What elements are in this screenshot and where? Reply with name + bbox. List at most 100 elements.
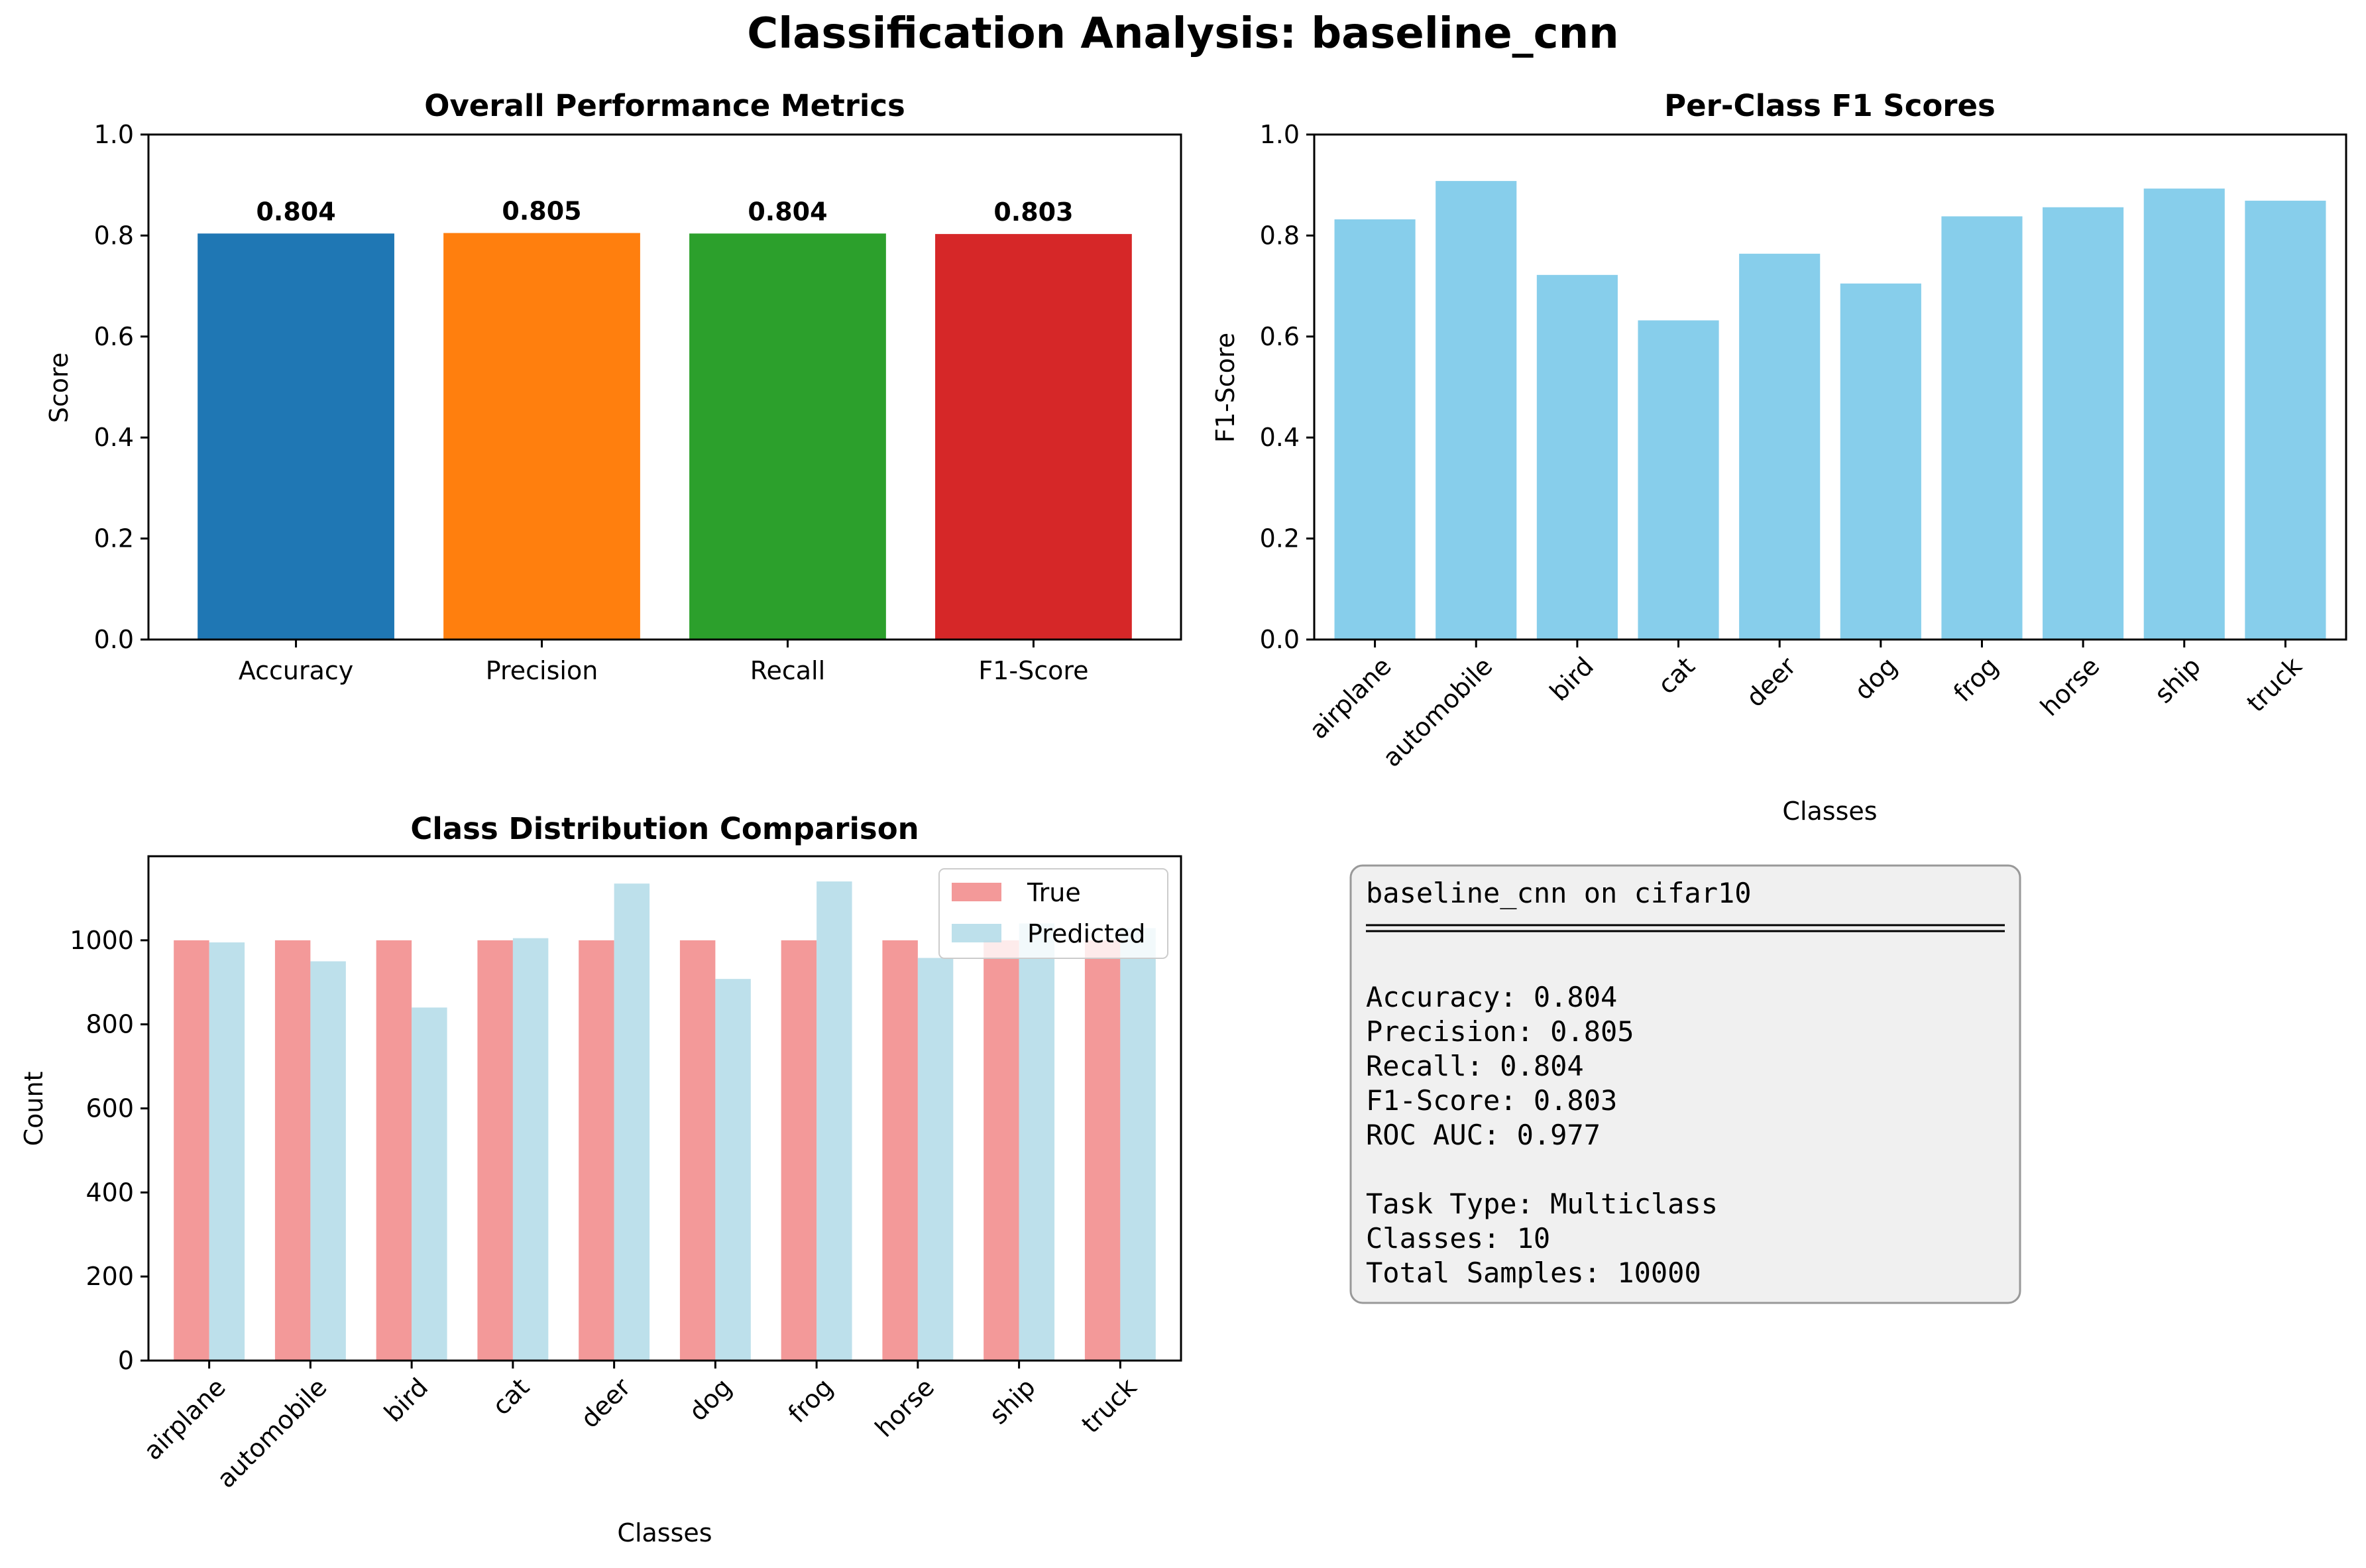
overall-metrics-plot-frame <box>147 133 1182 641</box>
ytick-label: 0.8 <box>94 221 134 250</box>
summary-line: Recall: 0.804 <box>1366 1050 1584 1082</box>
bar-predicted-bird <box>412 1007 447 1361</box>
bar-true-airplane <box>174 940 209 1361</box>
ytick-label: 0 <box>118 1346 134 1375</box>
ytick-label: 0.6 <box>1260 322 1300 351</box>
summary-line: Total Samples: 10000 <box>1366 1257 1701 1289</box>
legend-label-predicted: Predicted <box>1027 919 1145 948</box>
bar-truck <box>2245 200 2326 640</box>
bar-true-automobile <box>274 940 311 1361</box>
xtick-label: frog <box>1948 651 2004 708</box>
bar-ship <box>2143 188 2225 640</box>
bar-automobile <box>1436 181 1517 640</box>
bar-true-cat <box>477 940 513 1361</box>
ytick-label: 0.0 <box>1260 625 1300 654</box>
summary-line: Classes: 10 <box>1366 1222 1550 1255</box>
xtick-label: Accuracy <box>239 656 354 685</box>
legend-swatch-true <box>952 883 1001 901</box>
ytick-label: 200 <box>85 1262 134 1291</box>
bar-accuracy <box>197 233 394 640</box>
xtick-label: F1-Score <box>978 656 1088 685</box>
ytick-label: 0.2 <box>1260 524 1300 553</box>
bar-bird <box>1536 274 1618 640</box>
overall-metrics-title: Overall Performance Metrics <box>424 88 905 123</box>
xtick-label: horse <box>870 1372 940 1443</box>
bar-frog <box>1941 216 2023 640</box>
overall-metrics-chart: Overall Performance Metrics Score 0.0 0.2… <box>44 88 1182 685</box>
xtick-label: Recall <box>750 656 825 685</box>
xtick-label: automobile <box>1377 651 1498 773</box>
xtick-label: bird <box>1544 651 1599 706</box>
legend-swatch-predicted <box>952 924 1001 942</box>
summary-line: Task Type: Multiclass <box>1366 1188 1718 1220</box>
summary-title: baseline_cnn on cifar10 <box>1366 877 1752 909</box>
class-distribution-legend: True Predicted <box>938 868 1168 959</box>
ytick-label: 0.4 <box>1260 423 1300 452</box>
xtick-label: truck <box>1076 1372 1143 1439</box>
summary-line: Precision: 0.805 <box>1366 1015 1634 1048</box>
bar-dog <box>1840 283 1921 640</box>
bar-predicted-frog <box>817 881 852 1361</box>
bar-cat <box>1638 320 1719 640</box>
bar-true-frog <box>781 940 817 1361</box>
legend-label-true: True <box>1027 878 1081 907</box>
xtick-label: automobile <box>211 1372 333 1494</box>
xtick-label: deer <box>1740 651 1802 713</box>
bar-value-label: 0.804 <box>256 197 335 226</box>
summary-line: ROC AUC: 0.977 <box>1366 1119 1601 1151</box>
xtick-label: deer <box>575 1372 637 1434</box>
ytick-label: 0.6 <box>94 322 134 351</box>
ytick-label: 1000 <box>70 926 134 955</box>
bar-true-deer <box>579 940 614 1361</box>
bar-true-truck <box>1084 940 1121 1361</box>
bar-predicted-truck <box>1120 928 1156 1361</box>
bar-precision <box>443 233 640 640</box>
per-class-f1-chart: Per-Class F1 Scores F1-Score Classes 0.0… <box>1211 88 2347 826</box>
xtick-label: ship <box>2149 651 2206 709</box>
xtick-label: truck <box>2241 651 2308 718</box>
class-distribution-ylabel: Count <box>19 1072 48 1147</box>
bar-value-label: 0.803 <box>993 197 1073 227</box>
bar-horse <box>2043 207 2124 640</box>
xtick-label: bird <box>378 1372 433 1428</box>
ytick-label: 800 <box>85 1010 134 1039</box>
per-class-f1-title: Per-Class F1 Scores <box>1664 88 1996 123</box>
xtick-label: airplane <box>138 1372 231 1466</box>
bar-true-horse <box>882 940 918 1361</box>
bar-value-label: 0.805 <box>502 197 581 226</box>
bar-true-ship <box>984 940 1019 1361</box>
ytick-label: 0.2 <box>94 524 134 553</box>
figure-title: Classification Analysis: baseline_cnn <box>747 9 1618 58</box>
bar-true-dog <box>679 940 716 1361</box>
summary-box: baseline_cnn on cifar10 Accuracy: 0.804P… <box>1349 864 2021 1304</box>
bar-recall <box>689 233 886 640</box>
bar-predicted-automobile <box>310 961 346 1361</box>
summary-line: F1-Score: 0.803 <box>1366 1084 1617 1117</box>
xtick-label: cat <box>1652 651 1701 700</box>
bar-predicted-deer <box>614 883 650 1361</box>
bar-predicted-dog <box>715 979 751 1361</box>
overall-metrics-ylabel: Score <box>44 353 74 423</box>
ytick-label: 400 <box>85 1178 134 1207</box>
ytick-label: 1.0 <box>1260 120 1300 149</box>
per-class-f1-plot-frame <box>1313 133 2347 641</box>
xtick-label: Precision <box>486 656 598 685</box>
xtick-label: frog <box>783 1372 839 1429</box>
summary-line: Accuracy: 0.804 <box>1366 981 1617 1013</box>
xtick-label: ship <box>984 1372 1041 1430</box>
class-distribution-plot-frame <box>147 855 1182 1362</box>
bar-predicted-ship <box>1019 923 1055 1361</box>
bar-true-bird <box>376 940 412 1361</box>
per-class-f1-ylabel: F1-Score <box>1211 333 1240 443</box>
bar-f1-score <box>935 234 1132 640</box>
ytick-label: 600 <box>85 1094 134 1123</box>
xtick-label: dog <box>683 1372 738 1427</box>
class-distribution-chart: Class Distribution Comparison Count Clas… <box>19 811 1182 1547</box>
xtick-label: airplane <box>1304 651 1397 745</box>
ytick-label: 0.0 <box>94 625 134 654</box>
ytick-label: 0.8 <box>1260 221 1300 250</box>
ytick-label: 0.4 <box>94 423 134 452</box>
bar-predicted-cat <box>512 938 549 1361</box>
class-distribution-xlabel: Classes <box>617 1518 712 1547</box>
